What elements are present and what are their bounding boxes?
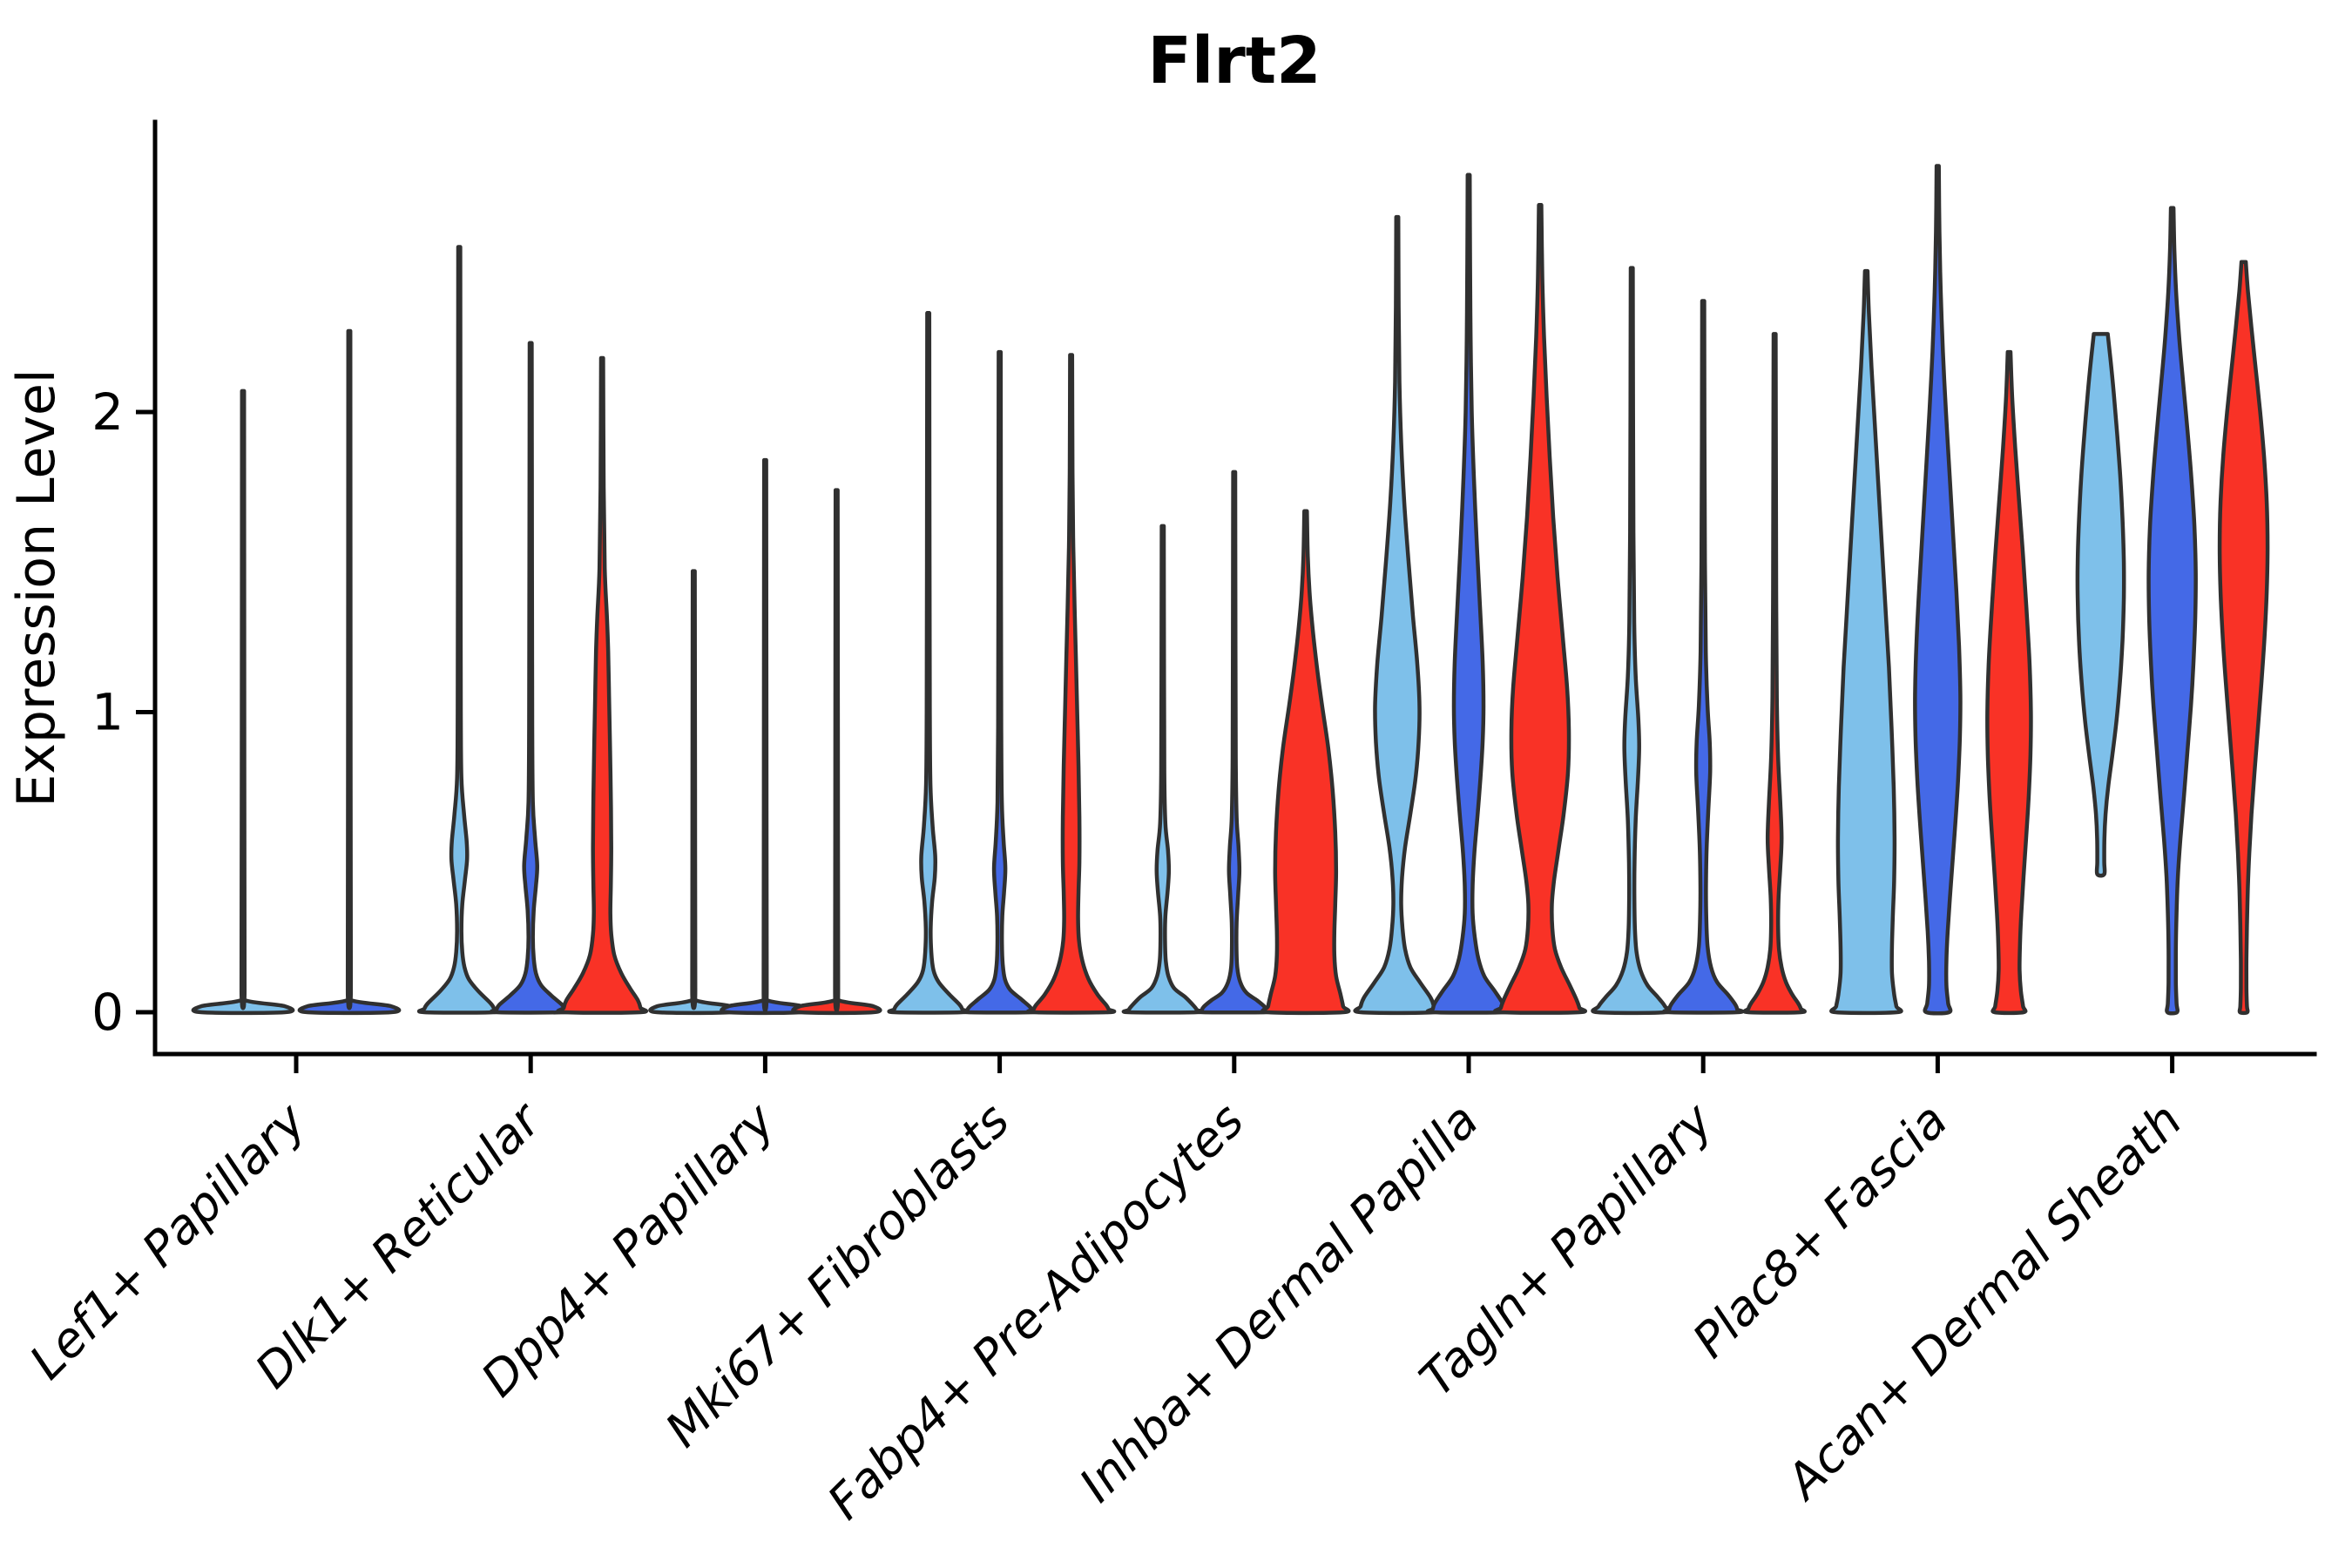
violin-tagln-s2 [1662,299,1745,1015]
y-tick-label: 0 [91,983,124,1042]
violin-inhba-s1 [1353,214,1442,1016]
violin-plac8-s3 [1985,349,2033,1016]
x-tick-label: Inhba+ Dermal Papilla [1069,1092,1489,1512]
violin-fabp4-s1 [1121,524,1204,1015]
violin-dlk1-s1 [416,245,502,1015]
violin-acan-s1 [2075,332,2126,878]
violin-tagln-s1 [1591,266,1673,1016]
violin-plac8-s1 [1829,268,1903,1016]
x-tick-label: Plac8+ Fascia [1682,1092,1958,1369]
violin-dpp4-s2 [720,457,811,1016]
x-tick-label: Fabp4+ Pre-Adipocytes [817,1092,1254,1530]
violin-dlk1-s2 [490,341,572,1015]
violin-mki67-s2 [960,349,1039,1015]
violin-tagln-s3 [1742,332,1807,1015]
violin-inhba-s2 [1425,172,1512,1015]
y-axis-label: Expression Level [6,368,67,807]
violin-acan-s3 [2217,260,2270,1016]
violin-inhba-s3 [1493,203,1587,1015]
violin-lef1-s1 [191,389,295,1016]
violin-lef1-s2 [297,328,402,1016]
y-ticks-group: 0 1 2 [91,382,155,1042]
violin-mki67-s1 [887,311,970,1015]
violin-fabp4-s3 [1260,509,1351,1016]
violin-dpp4-s3 [791,488,882,1016]
violins-group [191,164,2270,1016]
chart-title: Flrt2 [1147,24,1321,98]
x-tick-label: Acan+ Dermal Sheath [1774,1092,2193,1511]
violin-acan-s2 [2146,206,2198,1016]
violin-plac8-s2 [1913,164,1963,1016]
violin-mki67-s3 [1025,353,1117,1015]
y-tick-label: 2 [91,382,124,442]
violin-fabp4-s2 [1195,470,1274,1015]
y-tick-label: 1 [91,683,124,742]
violin-dlk1-s3 [556,355,649,1015]
violin-dpp4-s1 [648,569,740,1016]
